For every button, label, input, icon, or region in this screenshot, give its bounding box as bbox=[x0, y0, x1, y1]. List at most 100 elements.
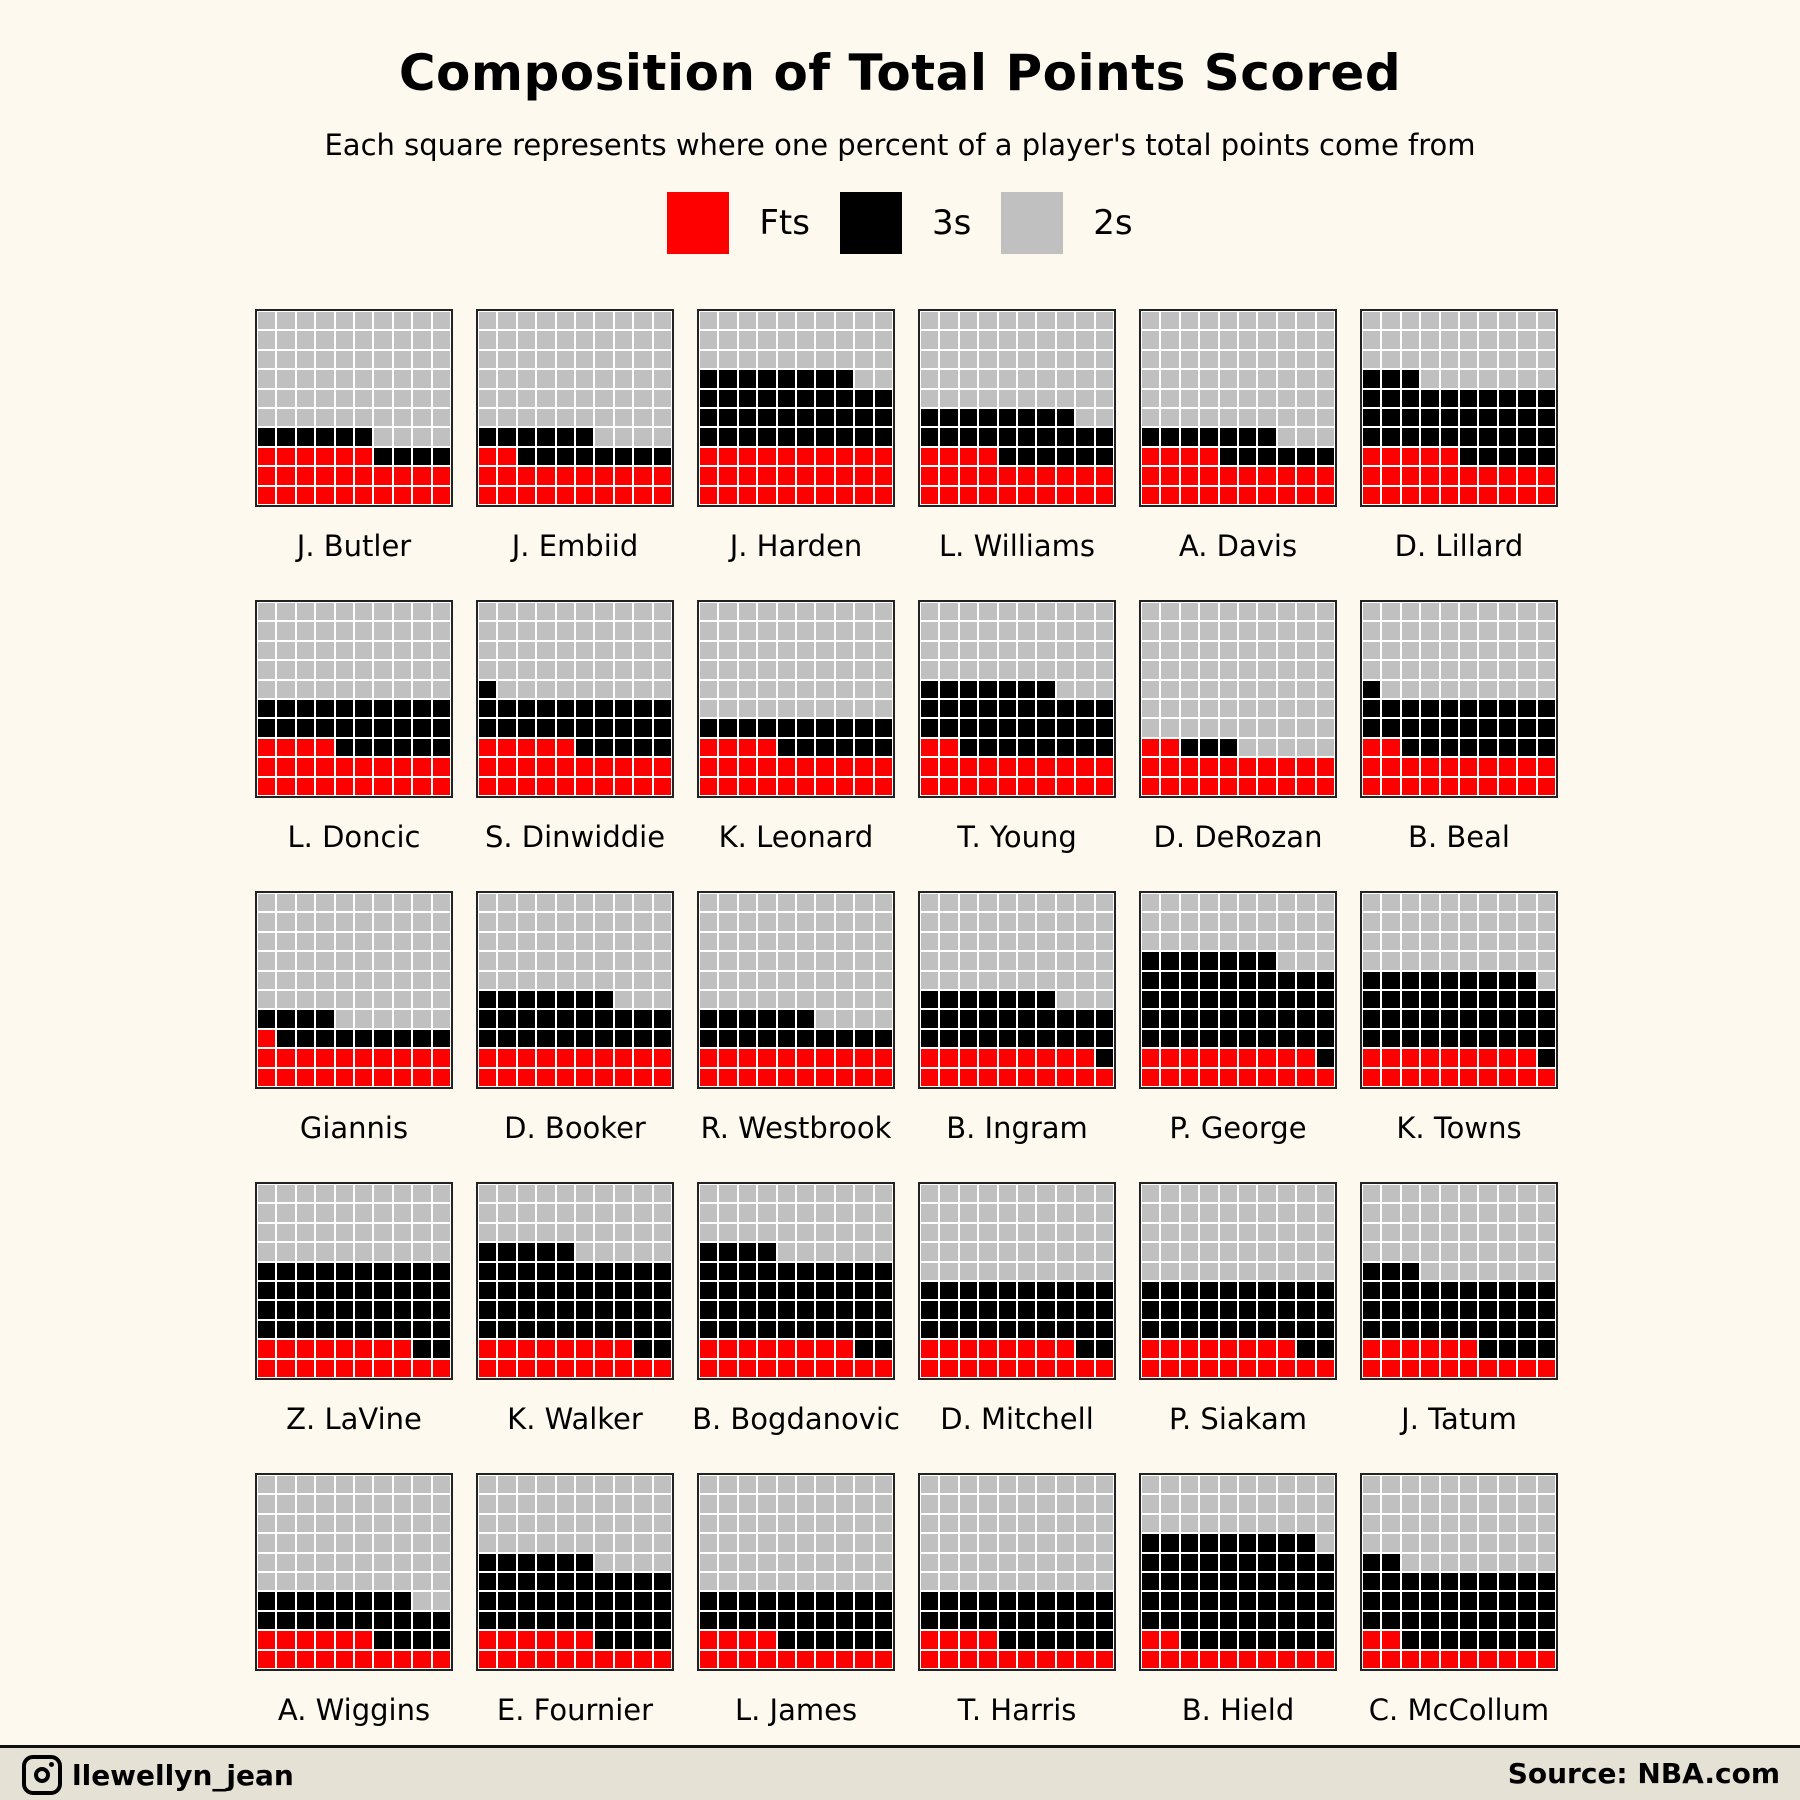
waffle-cell-twos bbox=[334, 1494, 354, 1514]
waffle-cell-twos bbox=[315, 330, 335, 350]
waffle-cell-twos bbox=[536, 1222, 556, 1243]
waffle-cell-twos bbox=[1458, 1261, 1479, 1281]
waffle-cell-fts bbox=[939, 1630, 959, 1650]
waffle-cell-twos bbox=[1199, 311, 1219, 331]
waffle-cell-threes bbox=[497, 1028, 517, 1049]
waffle-cell-threes bbox=[1276, 1300, 1297, 1320]
waffle-cell-twos bbox=[1199, 640, 1219, 661]
waffle-cell-threes bbox=[958, 1591, 979, 1611]
waffle-cell-twos bbox=[555, 621, 575, 641]
waffle-cell-threes bbox=[1179, 951, 1200, 971]
waffle-cell-twos bbox=[431, 1591, 451, 1611]
waffle-cell-fts bbox=[978, 446, 998, 467]
waffle-cell-threes bbox=[1160, 970, 1180, 990]
waffle-cell-twos bbox=[392, 679, 413, 699]
waffle-cell-threes bbox=[1199, 427, 1219, 447]
waffle-cell-twos bbox=[997, 1552, 1017, 1572]
waffle-cell-threes bbox=[1016, 698, 1037, 719]
waffle-cell-twos bbox=[1536, 621, 1556, 641]
waffle-cell-twos bbox=[276, 893, 296, 913]
waffle-cell-threes bbox=[1315, 1319, 1335, 1340]
waffle-cell-fts bbox=[555, 1067, 575, 1087]
waffle-cell-twos bbox=[555, 1475, 575, 1495]
waffle-cell-twos bbox=[295, 1494, 316, 1514]
waffle-cell-fts bbox=[1141, 485, 1161, 505]
waffle-cell-threes bbox=[1362, 1319, 1382, 1340]
waffle-cell-twos bbox=[737, 621, 758, 641]
waffle-cell-fts bbox=[652, 1649, 672, 1669]
waffle-cell-fts bbox=[873, 776, 893, 796]
waffle-cell-threes bbox=[1439, 698, 1459, 719]
waffle-cell-threes bbox=[834, 1610, 855, 1631]
waffle-box bbox=[1360, 600, 1558, 798]
waffle-cell-threes bbox=[497, 1242, 517, 1262]
waffle-cell-twos bbox=[1381, 621, 1401, 641]
waffle-cell-threes bbox=[834, 388, 855, 408]
waffle-cell-twos bbox=[1141, 349, 1161, 370]
waffle-cell-threes bbox=[1218, 446, 1238, 467]
waffle-cell-threes bbox=[1075, 1339, 1095, 1359]
waffle-cell-fts bbox=[1362, 1358, 1382, 1378]
waffle-cell-threes bbox=[1381, 1009, 1401, 1029]
waffle-cell-twos bbox=[613, 1184, 634, 1204]
waffle-cell-twos bbox=[516, 388, 537, 408]
waffle-cell-fts bbox=[1458, 776, 1479, 796]
waffle-cell-threes bbox=[1478, 989, 1498, 1010]
waffle-cell-fts bbox=[1478, 1067, 1498, 1087]
waffle-cell-threes bbox=[536, 1610, 556, 1631]
waffle-cell-threes bbox=[1381, 369, 1401, 389]
waffle-cell-twos bbox=[478, 1513, 498, 1534]
waffle-cell-twos bbox=[776, 1222, 796, 1243]
waffle-cell-threes bbox=[1055, 1009, 1076, 1029]
waffle-cell-threes bbox=[1160, 1552, 1180, 1572]
waffle-cell-fts bbox=[873, 1067, 893, 1087]
waffle-cell-threes bbox=[997, 1591, 1017, 1611]
waffle-cell-twos bbox=[613, 1475, 634, 1495]
waffle-cell-threes bbox=[1199, 737, 1219, 758]
waffle-cell-twos bbox=[353, 1552, 374, 1572]
waffle-cell-fts bbox=[920, 1630, 940, 1650]
waffle-cell-fts bbox=[373, 485, 393, 505]
waffle-cell-twos bbox=[920, 1203, 940, 1223]
waffle-cell-twos bbox=[478, 388, 498, 408]
waffle-cell-threes bbox=[978, 427, 998, 447]
waffle-cell-threes bbox=[555, 698, 575, 719]
waffle-cell-fts bbox=[412, 757, 432, 777]
waffle-cell-twos bbox=[1257, 679, 1277, 699]
waffle-cell-threes bbox=[1315, 1300, 1335, 1320]
waffle-cell-twos bbox=[373, 1242, 393, 1262]
waffle-cell-twos bbox=[1036, 951, 1056, 971]
waffle-cell-threes bbox=[536, 1242, 556, 1262]
waffle-cell-twos bbox=[1315, 737, 1335, 758]
waffle-cell-fts bbox=[1497, 757, 1518, 777]
waffle-cell-twos bbox=[1517, 602, 1537, 622]
waffle-cell-twos bbox=[334, 349, 354, 370]
waffle-cell-threes bbox=[815, 1610, 835, 1631]
waffle-cell-threes bbox=[536, 1319, 556, 1340]
waffle-cell-twos bbox=[1400, 1242, 1421, 1262]
waffle-cell-fts bbox=[555, 776, 575, 796]
waffle-cell-twos bbox=[536, 912, 556, 932]
waffle-cell-twos bbox=[834, 679, 855, 699]
waffle-cell-twos bbox=[555, 407, 575, 428]
waffle-cell-threes bbox=[373, 1280, 393, 1301]
waffle-cell-threes bbox=[652, 1591, 672, 1611]
waffle-cell-twos bbox=[276, 369, 296, 389]
waffle-cell-threes bbox=[958, 427, 979, 447]
waffle-cell-threes bbox=[1296, 1028, 1316, 1049]
waffle-cell-twos bbox=[854, 640, 874, 661]
waffle-cell-threes bbox=[412, 737, 432, 758]
waffle-cell-twos bbox=[1016, 1242, 1037, 1262]
waffle-cell-threes bbox=[1517, 1028, 1537, 1049]
waffle-cell-fts bbox=[555, 466, 575, 486]
waffle-cell-threes bbox=[1276, 1319, 1297, 1340]
waffle-cell-threes bbox=[1381, 1319, 1401, 1340]
waffle-cell-twos bbox=[574, 931, 595, 952]
footer-handle[interactable]: llewellyn_jean bbox=[22, 1755, 294, 1795]
waffle-box bbox=[697, 891, 895, 1089]
waffle-cell-fts bbox=[718, 1048, 738, 1068]
waffle-cell-twos bbox=[834, 912, 855, 932]
waffle-cell-threes bbox=[1276, 1571, 1297, 1592]
waffle-cell-twos bbox=[1141, 931, 1161, 952]
waffle-box bbox=[1360, 1182, 1558, 1380]
